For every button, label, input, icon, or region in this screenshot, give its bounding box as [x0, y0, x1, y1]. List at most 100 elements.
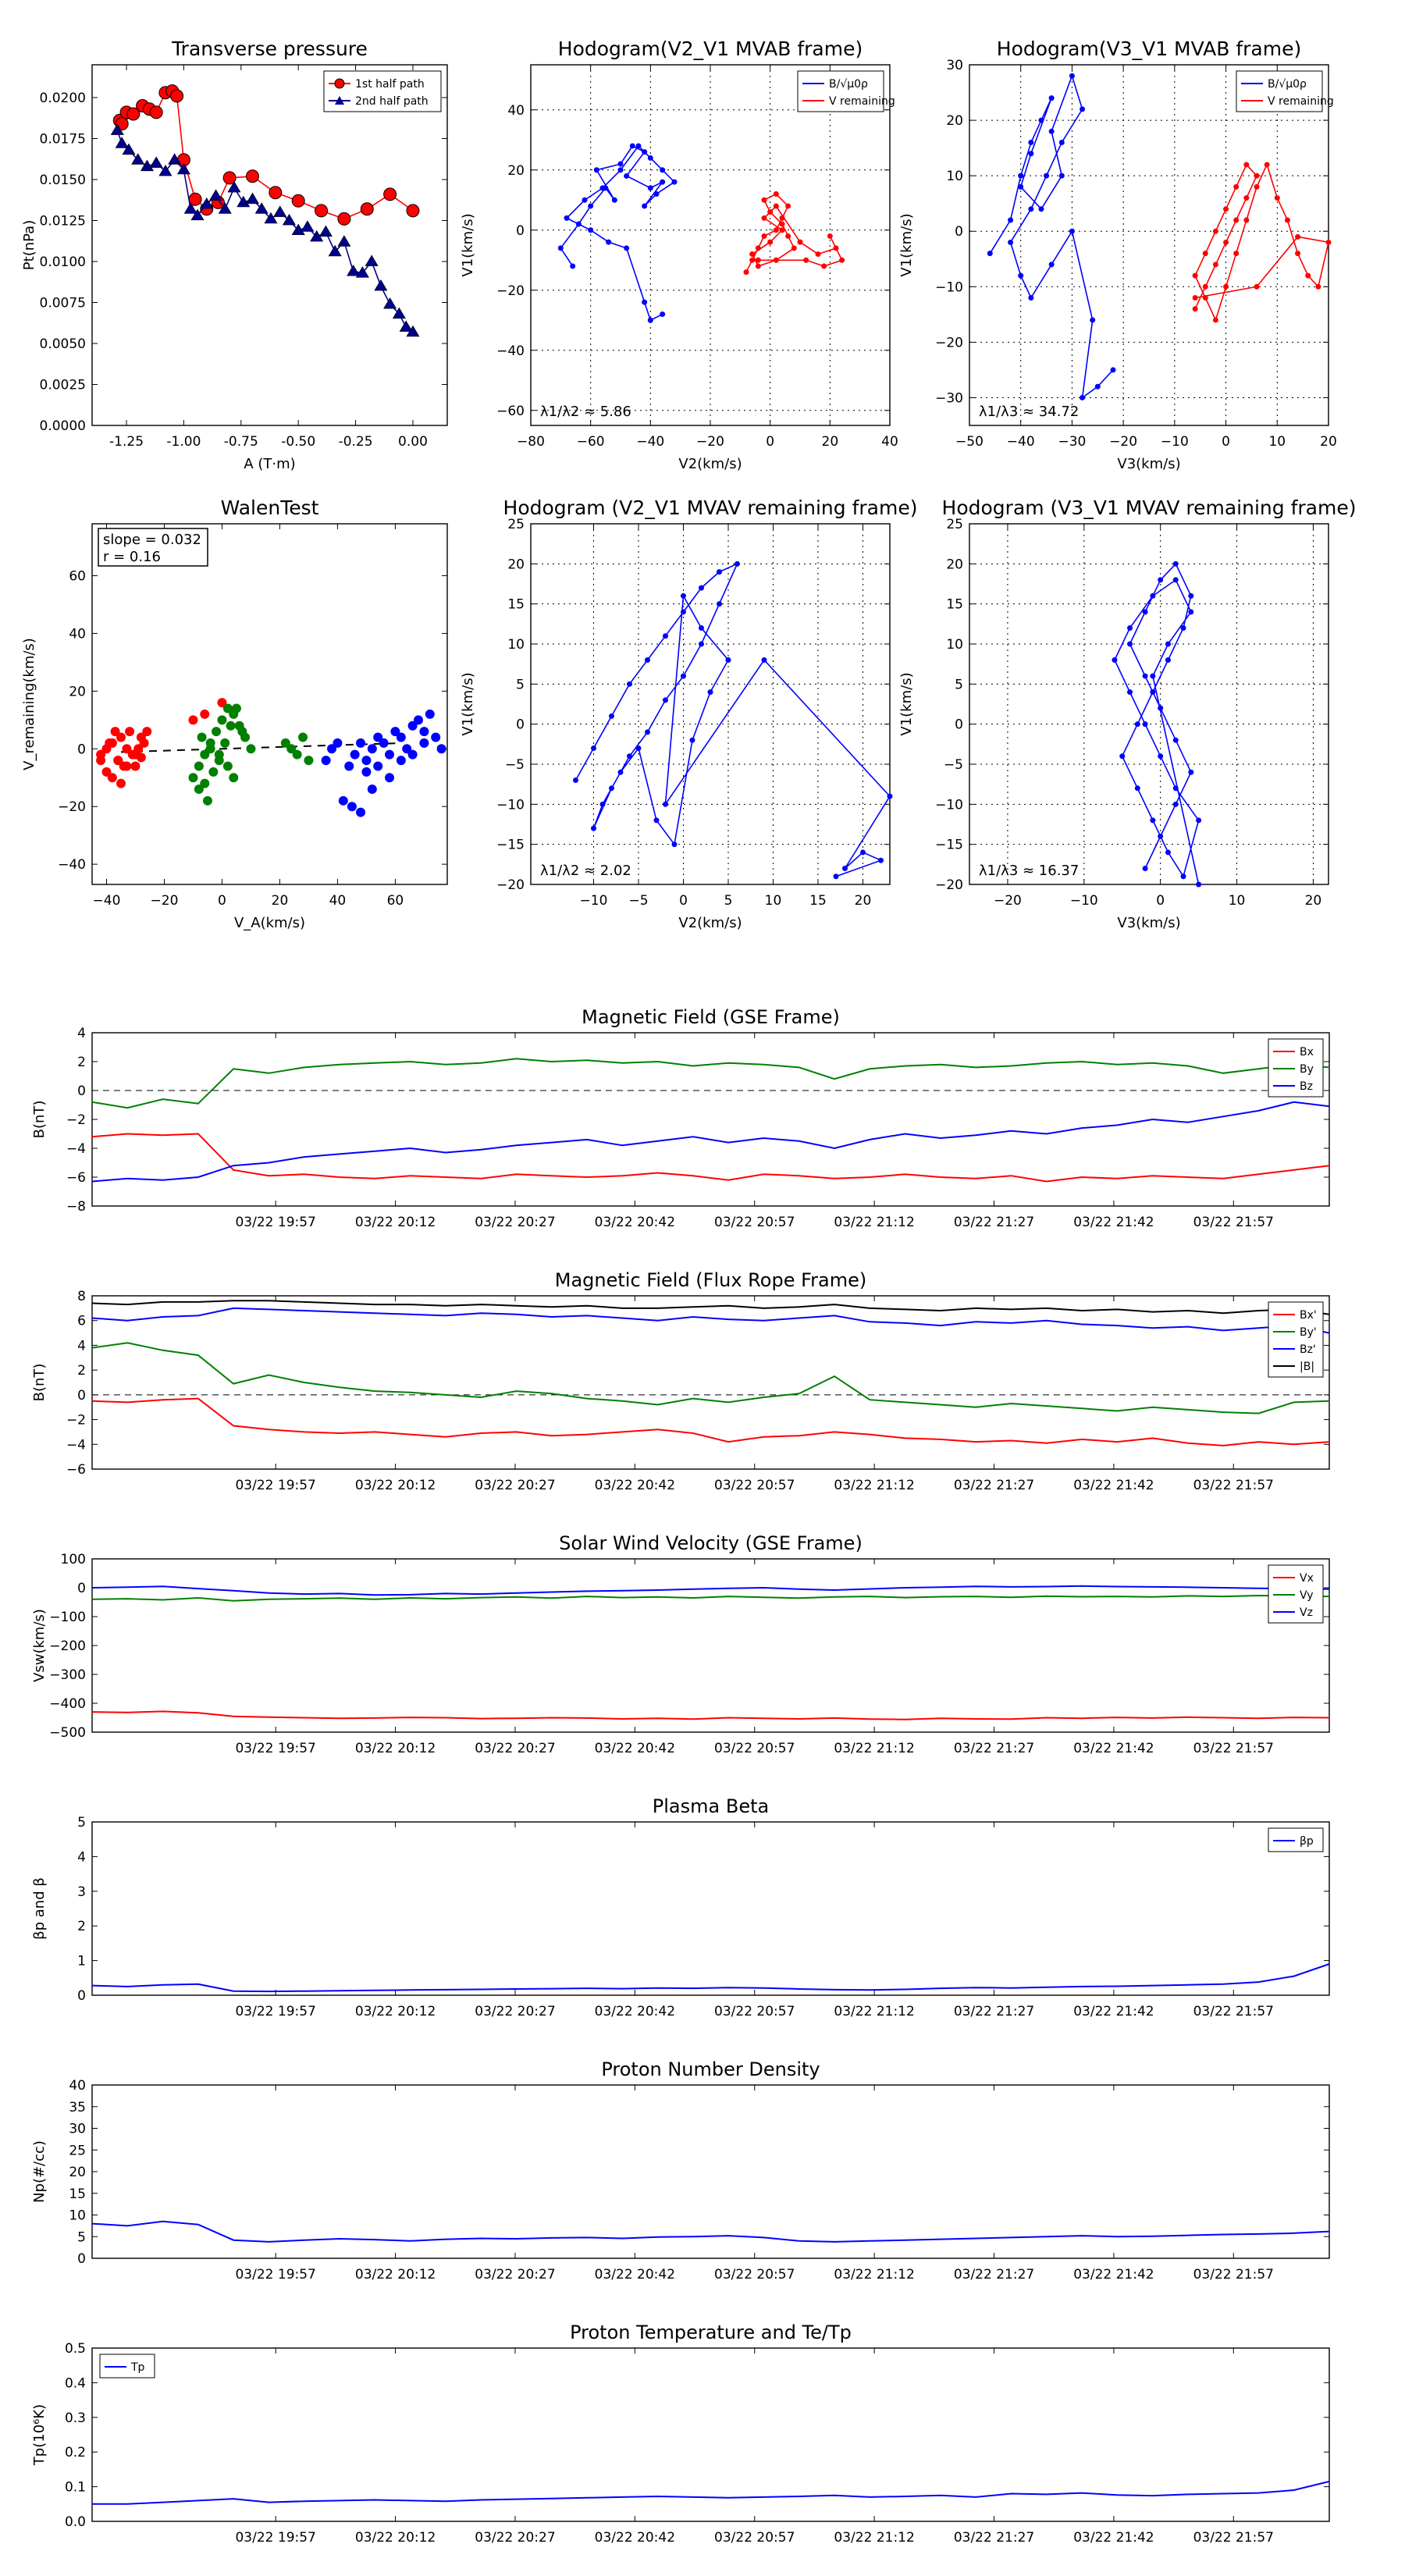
y-axis-label: V_remaining(km/s): [21, 638, 37, 770]
data-point: [1295, 251, 1301, 257]
legend-box: [797, 70, 884, 112]
y-tick-label: 25: [946, 517, 963, 532]
series-line: [91, 1300, 1330, 1315]
x-tick-label: 03/22 20:57: [714, 1215, 795, 1230]
data-point: [1212, 228, 1218, 234]
x-axis-label: V2(km/s): [678, 456, 742, 472]
y-tick-label: 100: [61, 1552, 86, 1567]
legend-marker: [334, 78, 345, 89]
data-point: [791, 245, 797, 251]
y-tick-label: −6: [66, 1462, 86, 1478]
y-axis-label: Vsw(km/s): [31, 1609, 48, 1682]
y-tick-label: 0.0100: [40, 254, 86, 270]
data-point: [425, 709, 435, 719]
y-tick-label: −400: [49, 1696, 86, 1712]
data-point: [1274, 195, 1280, 201]
fit-line: [120, 742, 396, 753]
x-tick-label: 40: [329, 893, 347, 909]
data-point: [116, 732, 126, 742]
y-tick-label: 4: [77, 1849, 86, 1865]
data-point: [200, 749, 210, 760]
data-point: [1172, 577, 1179, 583]
series-line: [1194, 162, 1329, 322]
chart-title: Hodogram(V2_V1 MVAB frame): [558, 37, 863, 60]
series-line: [574, 562, 891, 877]
data-point: [119, 761, 129, 771]
x-tick-label: −30: [1058, 434, 1086, 450]
x-tick-label: 03/22 20:27: [475, 2530, 555, 2546]
x-tick-label: 20: [1320, 434, 1337, 450]
data-point: [749, 257, 756, 263]
data-point: [1048, 128, 1055, 134]
data-point: [1172, 785, 1179, 792]
series-0: [92, 2480, 1330, 2505]
chart-title: Hodogram (V3_V1 MVAV remaining frame): [942, 496, 1357, 519]
data-point: [785, 233, 791, 239]
data-point: [1192, 272, 1198, 279]
data-point: [344, 761, 354, 771]
data-point: [1202, 295, 1208, 301]
data-point: [1142, 609, 1148, 615]
legend-label: By': [1300, 1326, 1317, 1339]
data-point: [1080, 106, 1086, 112]
x-tick-label: 03/22 21:12: [834, 2530, 914, 2546]
data-point: [1150, 689, 1156, 696]
x-tick-label: 03/22 19:57: [235, 1741, 315, 1756]
y-tick-label: 0.0050: [40, 336, 86, 352]
data-point: [338, 795, 348, 806]
data-point: [1295, 233, 1301, 240]
y-tick-label: −20: [496, 877, 525, 893]
data-point: [1028, 140, 1034, 146]
y-tick-label: −200: [49, 1638, 86, 1654]
data-point: [390, 727, 400, 737]
data-point: [269, 186, 283, 200]
data-point: [717, 569, 722, 575]
y-tick-label: −15: [935, 838, 963, 853]
x-tick-label: 20: [1305, 893, 1322, 909]
data-point: [609, 785, 614, 792]
y-tick-label: 5: [955, 677, 963, 692]
data-point: [1192, 306, 1198, 312]
series-line: [91, 1594, 1330, 1602]
data-point: [149, 156, 163, 168]
plot-frame: [91, 1032, 1330, 1207]
data-point: [131, 153, 145, 165]
data-point: [663, 633, 668, 639]
y-tick-label: 15: [69, 2186, 86, 2202]
y-tick-label: 30: [69, 2122, 86, 2137]
data-point: [383, 297, 397, 309]
series-line: [91, 1342, 1330, 1414]
data-point: [1202, 251, 1208, 257]
data-point: [379, 738, 389, 748]
data-point: [1254, 173, 1260, 179]
y-tick-label: 0.0125: [40, 214, 86, 229]
data-point: [107, 773, 117, 783]
data-point: [1264, 162, 1270, 168]
x-tick-label: 03/22 19:57: [235, 1215, 315, 1230]
legend-label: Vx: [1300, 1572, 1314, 1585]
data-point: [573, 777, 578, 784]
y-tick-label: 10: [69, 2208, 86, 2224]
data-point: [122, 143, 136, 155]
data-point: [347, 265, 361, 276]
y-tick-label: 30: [946, 58, 963, 73]
y-tick-label: 0.0150: [40, 173, 86, 188]
chart-title: Hodogram (V2_V1 MVAV remaining frame): [503, 496, 918, 519]
data-point: [140, 159, 154, 172]
legend-label: 2nd half path: [355, 95, 429, 108]
data-point: [1028, 206, 1034, 212]
data-point: [1165, 849, 1171, 856]
annotation-box: [98, 528, 208, 567]
y-tick-label: 1: [77, 1954, 86, 1969]
data-point: [1018, 272, 1024, 279]
x-tick-label: −20: [696, 434, 724, 450]
data-point: [361, 756, 372, 766]
data-point: [570, 263, 576, 269]
data-point: [1233, 251, 1240, 257]
x-tick-label: 0: [1222, 434, 1230, 450]
x-tick-label: 03/22 21:42: [1073, 1741, 1154, 1756]
x-tick-label: 03/22 20:57: [714, 2530, 795, 2546]
data-point: [647, 155, 653, 161]
series-line: [91, 1397, 1330, 1446]
x-tick-label: −50: [955, 434, 984, 450]
